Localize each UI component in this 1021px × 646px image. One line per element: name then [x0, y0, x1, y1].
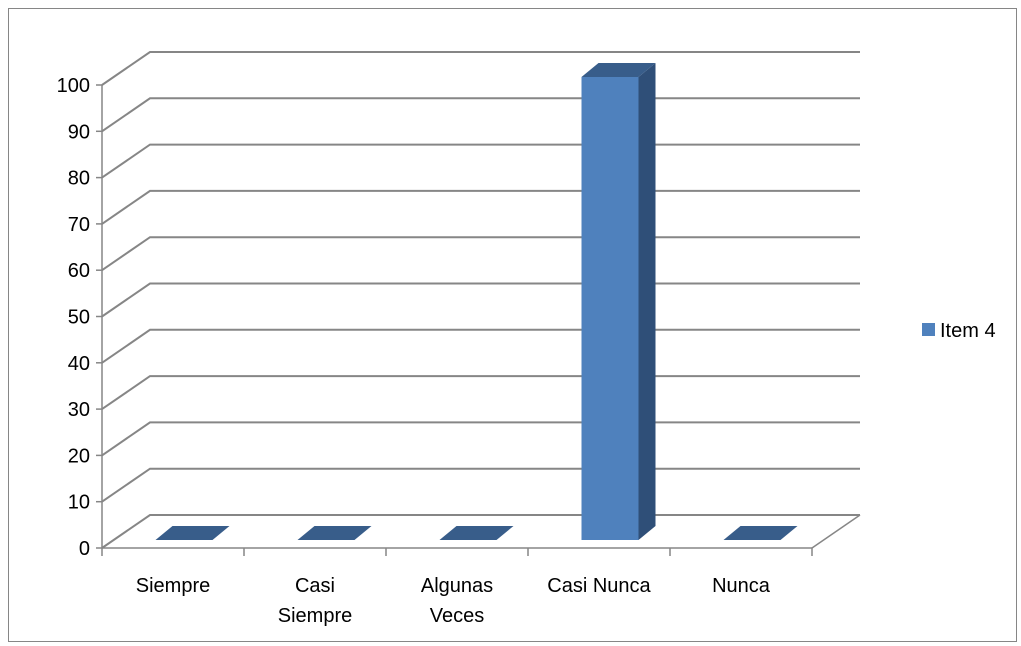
gridline-90 — [101, 97, 860, 133]
bar-side — [638, 63, 656, 540]
bar-top — [439, 526, 514, 540]
gridline-100 — [101, 51, 860, 86]
y-tick-label-20: 20 — [68, 445, 90, 467]
y-tick-label-10: 10 — [68, 492, 90, 514]
bar-front — [581, 77, 639, 540]
gridline-20 — [101, 421, 860, 457]
bar-top — [723, 526, 798, 540]
y-tick-label-70: 70 — [68, 214, 90, 236]
gridline-60 — [101, 236, 860, 272]
x-category-label: Casi Siempre — [278, 575, 352, 627]
bar-top — [155, 526, 230, 540]
legend-label: Item 4 — [940, 320, 996, 342]
gridline-30 — [101, 375, 860, 410]
y-tick-label-30: 30 — [68, 399, 90, 421]
x-category-label: Casi Nunca — [547, 575, 651, 597]
bar-casi-siempre — [297, 526, 372, 540]
bar-casi-nunca — [581, 63, 656, 540]
x-category-label: Algunas Veces — [421, 575, 493, 627]
x-axis-category-labels: Siempre Casi Siempre Algunas Veces Casi Nunca… — [136, 575, 771, 627]
bars — [155, 63, 798, 540]
y-tick-label-60: 60 — [68, 260, 90, 282]
bar-algunas-veces — [439, 526, 514, 540]
bar-top — [297, 526, 372, 540]
bar-siempre — [155, 526, 230, 540]
y-tick-label-100: 100 — [57, 75, 90, 97]
y-tick-label-50: 50 — [68, 307, 90, 329]
gridline-70 — [101, 189, 860, 225]
bar-nunca — [723, 526, 798, 540]
legend-swatch — [922, 323, 935, 336]
gridlines — [101, 51, 860, 549]
y-tick-label-0: 0 — [79, 538, 90, 560]
y-tick-label-80: 80 — [68, 168, 90, 190]
bar-top — [581, 63, 656, 77]
legend: Item 4 — [922, 320, 996, 342]
y-tick-label-40: 40 — [68, 353, 90, 375]
floor-right-edge — [811, 514, 861, 549]
x-category-label: Nunca — [712, 575, 771, 597]
y-tick-label-90: 90 — [68, 121, 90, 143]
gridline-40 — [101, 328, 860, 364]
gridline-50 — [101, 282, 860, 318]
x-category-label: Siempre — [136, 575, 210, 597]
y-axis-tick-labels: 0 10 20 30 40 50 60 70 80 90 100 — [57, 75, 90, 560]
gridline-80 — [101, 143, 860, 179]
axes — [96, 84, 861, 556]
gridline-10 — [101, 467, 860, 503]
